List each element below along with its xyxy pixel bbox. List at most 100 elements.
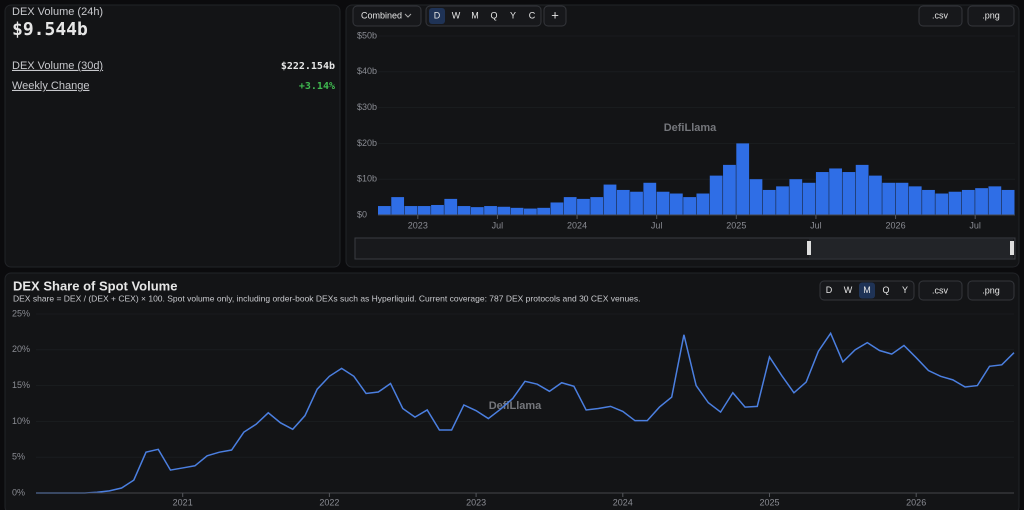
period-button[interactable]: Y — [902, 285, 908, 295]
bar — [444, 198, 458, 215]
bar — [537, 207, 551, 215]
stat-value: $9.544b — [12, 19, 88, 40]
export-label: .png — [982, 10, 1000, 20]
period-button[interactable]: C — [529, 10, 536, 20]
bar — [378, 206, 391, 215]
bar — [922, 189, 935, 215]
bar — [815, 172, 829, 215]
brush-handle[interactable] — [807, 241, 811, 255]
export-button[interactable] — [918, 5, 963, 27]
period-selected — [429, 8, 445, 24]
bar — [829, 168, 842, 215]
dropdown-label: Combined — [361, 10, 402, 20]
export-button[interactable] — [967, 280, 1015, 301]
export-button[interactable] — [967, 5, 1015, 27]
bar — [935, 193, 949, 215]
export-button[interactable] — [918, 280, 963, 301]
y-tick-label: $10b — [357, 174, 377, 184]
period-button[interactable]: D — [434, 10, 441, 20]
stat-label: DEX Volume (24h) — [12, 6, 103, 18]
export-label: .png — [982, 285, 1000, 295]
period-button[interactable]: Q — [882, 285, 889, 295]
bar — [457, 206, 471, 215]
add-label: + — [551, 7, 559, 22]
y-tick-label: $40b — [357, 66, 377, 76]
bar — [577, 198, 590, 215]
bar — [510, 207, 524, 215]
bar — [776, 186, 789, 215]
add-button[interactable] — [543, 5, 567, 27]
x-tick-label: 2026 — [886, 220, 906, 230]
brush-selection[interactable] — [809, 238, 1013, 259]
period-button[interactable]: Q — [490, 10, 497, 20]
bar — [431, 204, 444, 215]
row-label[interactable]: Weekly Change — [12, 80, 89, 92]
chevron — [404, 13, 412, 18]
x-tick-label: 2023 — [408, 220, 428, 230]
bar — [669, 193, 683, 215]
period-group — [425, 5, 542, 27]
bar — [696, 193, 710, 215]
bar — [975, 188, 988, 215]
row-value: +3.14% — [299, 81, 335, 92]
period-button[interactable]: Y — [510, 10, 516, 20]
x-tick-label: Jul — [651, 220, 663, 230]
bar — [762, 189, 776, 215]
period-button[interactable]: M — [471, 10, 479, 20]
bar — [948, 191, 962, 215]
period-selected — [859, 282, 875, 299]
x-tick-label: 2025 — [726, 220, 746, 230]
row-value: $222.154b — [281, 61, 335, 72]
y-tick-label: $50b — [357, 30, 377, 40]
bar — [616, 189, 630, 215]
period-button[interactable]: D — [826, 285, 833, 295]
bar — [484, 206, 497, 215]
x-tick-label: 2026 — [906, 497, 926, 507]
bar — [709, 175, 723, 215]
bar — [603, 184, 617, 215]
bar — [908, 186, 922, 215]
bar — [869, 175, 882, 215]
bar — [417, 206, 431, 215]
bar — [895, 182, 909, 215]
y-tick-label: $20b — [357, 138, 377, 148]
x-tick-label: 2024 — [613, 497, 633, 507]
period-button[interactable]: M — [863, 285, 871, 295]
bar — [683, 197, 696, 215]
row-label[interactable]: DEX Volume (30d) — [12, 60, 103, 72]
chart-title: DEX Share of Spot Volume — [13, 278, 177, 293]
bar — [563, 197, 577, 215]
x-tick-label: 2022 — [319, 497, 339, 507]
x-tick-label: Jul — [969, 220, 981, 230]
y-tick-label: 10% — [12, 416, 30, 426]
x-tick-label: 2021 — [173, 497, 193, 507]
period-button[interactable]: W — [844, 285, 853, 295]
bar — [842, 172, 856, 215]
x-tick-label: Jul — [492, 220, 504, 230]
period-button[interactable]: W — [452, 10, 461, 20]
bar — [590, 197, 604, 215]
y-tick-label: $0 — [357, 209, 367, 219]
x-tick-label: 2023 — [466, 497, 486, 507]
y-tick-label: 15% — [12, 380, 30, 390]
bar — [550, 202, 564, 215]
x-tick-label: Jul — [810, 220, 822, 230]
bar — [404, 206, 418, 215]
bar — [1001, 189, 1015, 215]
export-label: .csv — [932, 10, 949, 20]
bar — [656, 191, 670, 215]
bar — [497, 206, 511, 215]
y-tick-label: 0% — [12, 487, 25, 497]
line — [36, 331, 1015, 494]
stats-panel — [4, 4, 341, 268]
export-label: .csv — [932, 285, 949, 295]
bar — [988, 186, 1002, 215]
dropdown[interactable] — [352, 5, 422, 27]
watermark: DefiLlama — [489, 400, 542, 412]
brush-handle[interactable] — [1010, 241, 1014, 255]
volume-panel — [345, 4, 1020, 268]
bar — [749, 179, 763, 215]
y-tick-label: $30b — [357, 102, 377, 112]
x-tick-label: 2025 — [759, 497, 779, 507]
